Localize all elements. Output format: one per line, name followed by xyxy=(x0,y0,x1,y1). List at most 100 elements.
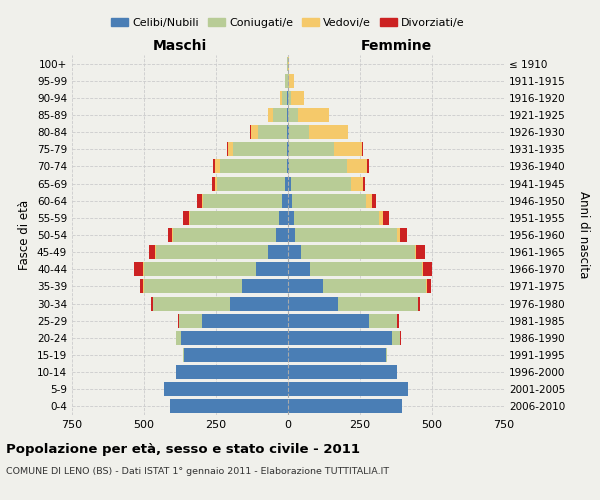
Bar xyxy=(288,91,291,105)
Bar xyxy=(151,296,152,310)
Bar xyxy=(416,245,425,259)
Bar xyxy=(203,194,282,207)
Text: Maschi: Maschi xyxy=(153,38,207,52)
Bar xyxy=(426,280,427,293)
Bar xyxy=(288,262,310,276)
Bar xyxy=(181,331,288,345)
Bar xyxy=(152,296,230,310)
Bar xyxy=(288,382,407,396)
Bar xyxy=(155,245,268,259)
Bar xyxy=(287,125,288,139)
Bar xyxy=(366,194,371,207)
Legend: Celibi/Nubili, Coniugati/e, Vedovi/e, Divorziati/e: Celibi/Nubili, Coniugati/e, Vedovi/e, Di… xyxy=(107,14,469,32)
Bar xyxy=(288,176,291,190)
Bar xyxy=(285,176,288,190)
Bar xyxy=(338,296,418,310)
Bar xyxy=(289,74,294,88)
Bar xyxy=(288,56,289,70)
Bar xyxy=(273,108,287,122)
Bar xyxy=(140,280,143,293)
Bar xyxy=(217,176,285,190)
Bar xyxy=(287,108,288,122)
Bar xyxy=(167,228,172,242)
Bar xyxy=(288,314,368,328)
Bar xyxy=(280,91,281,105)
Bar xyxy=(288,245,301,259)
Bar xyxy=(184,348,288,362)
Bar xyxy=(418,296,419,310)
Bar xyxy=(288,211,294,225)
Bar xyxy=(202,314,288,328)
Bar xyxy=(170,400,288,413)
Bar xyxy=(202,194,203,207)
Bar xyxy=(288,280,323,293)
Bar xyxy=(286,74,288,88)
Bar xyxy=(282,194,288,207)
Bar xyxy=(197,194,202,207)
Bar xyxy=(301,245,415,259)
Bar xyxy=(233,142,287,156)
Bar xyxy=(383,211,389,225)
Bar xyxy=(190,211,280,225)
Bar xyxy=(288,365,397,379)
Y-axis label: Fasce di età: Fasce di età xyxy=(19,200,31,270)
Bar xyxy=(144,262,256,276)
Bar xyxy=(363,176,365,190)
Bar xyxy=(392,331,400,345)
Bar xyxy=(212,176,215,190)
Bar xyxy=(288,194,292,207)
Bar xyxy=(213,160,215,173)
Bar xyxy=(280,211,288,225)
Bar xyxy=(215,176,217,190)
Bar xyxy=(178,314,179,328)
Bar xyxy=(176,331,181,345)
Bar xyxy=(292,194,366,207)
Bar xyxy=(422,262,424,276)
Bar xyxy=(134,262,143,276)
Bar xyxy=(256,262,288,276)
Bar xyxy=(295,228,397,242)
Bar xyxy=(144,280,242,293)
Bar xyxy=(230,296,288,310)
Bar xyxy=(291,91,304,105)
Text: COMUNE DI LENO (BS) - Dati ISTAT 1° gennaio 2011 - Elaborazione TUTTITALIA.IT: COMUNE DI LENO (BS) - Dati ISTAT 1° genn… xyxy=(6,468,389,476)
Bar xyxy=(352,176,363,190)
Bar xyxy=(149,245,155,259)
Bar xyxy=(164,382,288,396)
Bar xyxy=(334,142,362,156)
Bar xyxy=(289,125,309,139)
Bar xyxy=(368,314,397,328)
Bar xyxy=(277,228,288,242)
Bar xyxy=(179,314,202,328)
Bar xyxy=(424,262,432,276)
Bar xyxy=(288,142,289,156)
Bar xyxy=(183,211,189,225)
Bar xyxy=(220,160,287,173)
Bar xyxy=(400,228,407,242)
Bar xyxy=(242,280,288,293)
Bar xyxy=(309,125,347,139)
Bar xyxy=(291,176,352,190)
Bar xyxy=(288,296,338,310)
Bar xyxy=(310,262,422,276)
Bar xyxy=(298,108,329,122)
Bar xyxy=(183,348,184,362)
Bar xyxy=(227,142,233,156)
Y-axis label: Anni di nascita: Anni di nascita xyxy=(577,192,590,278)
Bar xyxy=(258,125,287,139)
Bar xyxy=(288,331,392,345)
Bar xyxy=(288,400,402,413)
Text: Femmine: Femmine xyxy=(361,38,431,52)
Bar xyxy=(288,228,295,242)
Bar xyxy=(367,160,368,173)
Bar xyxy=(289,160,347,173)
Bar xyxy=(172,228,173,242)
Bar xyxy=(415,245,416,259)
Bar xyxy=(294,211,379,225)
Bar xyxy=(287,142,288,156)
Bar xyxy=(189,211,190,225)
Bar xyxy=(397,314,399,328)
Bar xyxy=(288,74,289,88)
Bar xyxy=(427,280,431,293)
Bar xyxy=(371,194,376,207)
